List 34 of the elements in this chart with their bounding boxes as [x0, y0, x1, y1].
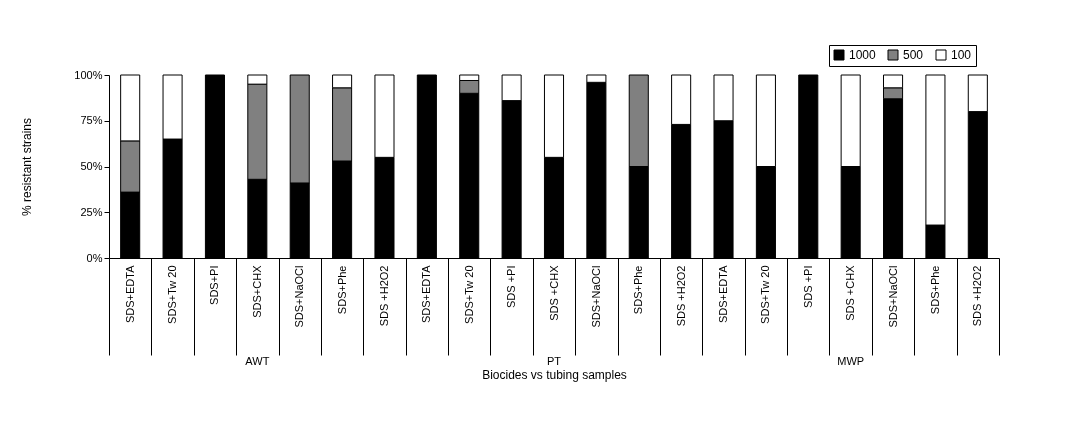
x-tick-label: SDS+Tw 20 [462, 265, 475, 324]
x-tick-label: SDS+EDTA [717, 264, 730, 324]
y-tick-label: 75% [80, 114, 103, 127]
y-axis-title: % resistant strains [20, 117, 35, 217]
x-tick-label: SDS +H2O2 [674, 265, 687, 327]
x-tick-label: SDS+Phe [928, 265, 941, 315]
x-tick-label: SDS +CHX [547, 264, 560, 321]
x-tick-label: SDS+PI [208, 265, 221, 305]
legend-label: 1000 [849, 48, 877, 62]
x-tick-label: SDS+CHX [250, 264, 263, 318]
x-tick-label: SDS+EDTA [123, 264, 136, 324]
x-tick-label: SDS +H2O2 [971, 265, 984, 327]
x-tick-label: SDS+Phe [335, 265, 348, 315]
text: PT [546, 355, 562, 367]
x-axis-title: Biocides vs tubing samples [482, 368, 627, 382]
x-tick-label: SDS+NaOCl [589, 265, 602, 328]
x-tick-label: SDS+NaOCl [293, 265, 306, 328]
text: AWT [245, 355, 270, 367]
y-tick-label: 100% [74, 68, 103, 81]
y-tick-label: 25% [80, 205, 103, 218]
x-tick-label: SDS+Tw 20 [759, 265, 772, 324]
x-tick-label: SDS+Phe [632, 265, 645, 315]
legend-label: 500 [903, 48, 924, 62]
text: MWP [837, 355, 865, 367]
y-tick-label: 50% [80, 160, 103, 172]
x-tick-label: SDS +CHX [844, 264, 857, 321]
x-tick-label: SDS+NaOCl [886, 265, 899, 328]
x-tick-label: SDS +PI [801, 265, 814, 308]
x-tick-label: SDS+Tw 20 [166, 265, 179, 324]
x-tick-label: SDS +H2O2 [377, 265, 390, 327]
legend-label: 100 [951, 48, 972, 62]
x-tick-label: SDS +PI [505, 265, 518, 308]
y-tick-label: 0% [86, 251, 103, 264]
x-tick-label: SDS+EDTA [420, 264, 433, 324]
